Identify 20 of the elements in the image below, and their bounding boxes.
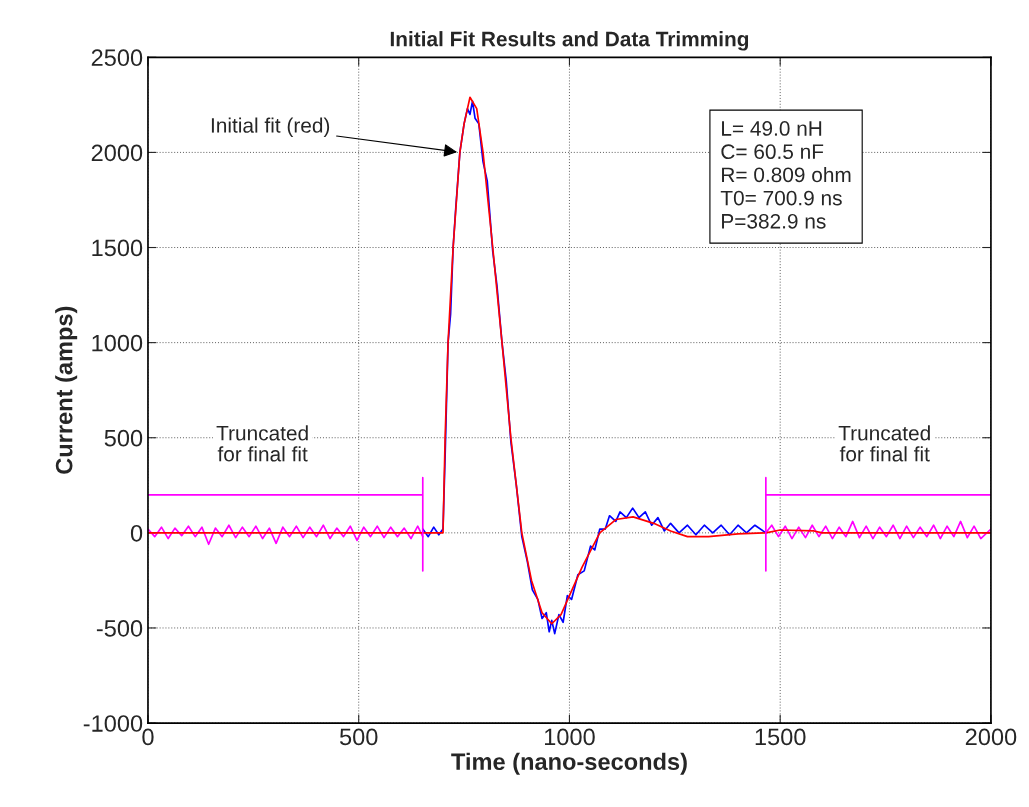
annotation: Truncated for final fit: [216, 425, 308, 462]
x-axis-title: Time (nano-seconds): [451, 752, 687, 775]
x-tick-label: 1500: [755, 728, 806, 746]
y-tick-label: 500: [104, 429, 143, 447]
x-tick-label: 500: [339, 728, 378, 746]
x-tick-label: 2000: [965, 728, 1017, 746]
y-tick-label: 0: [130, 524, 143, 542]
y-axis-title: Current (amps): [55, 306, 78, 474]
y-tick-label: 1000: [92, 334, 143, 352]
y-tick-label: 1500: [92, 239, 143, 257]
x-tick-label: 1000: [544, 728, 595, 746]
y-tick-label: -1000: [83, 715, 143, 732]
x-tick-label: 0: [142, 728, 154, 746]
y-tick-label: -500: [96, 620, 143, 637]
annotation: Initial fit (red): [211, 117, 330, 137]
annotation: L= 49.0 nH C= 60.5 nF R= 0.809 ohm T0= 700.9 ns P=382.9 ns: [720, 121, 851, 229]
y-tick-label: 2000: [91, 144, 143, 162]
annotation: Truncated for final fit: [838, 425, 930, 462]
y-tick-label: 2500: [91, 49, 143, 67]
chart-title: Initial Fit Results and Data Trimming: [390, 31, 749, 51]
